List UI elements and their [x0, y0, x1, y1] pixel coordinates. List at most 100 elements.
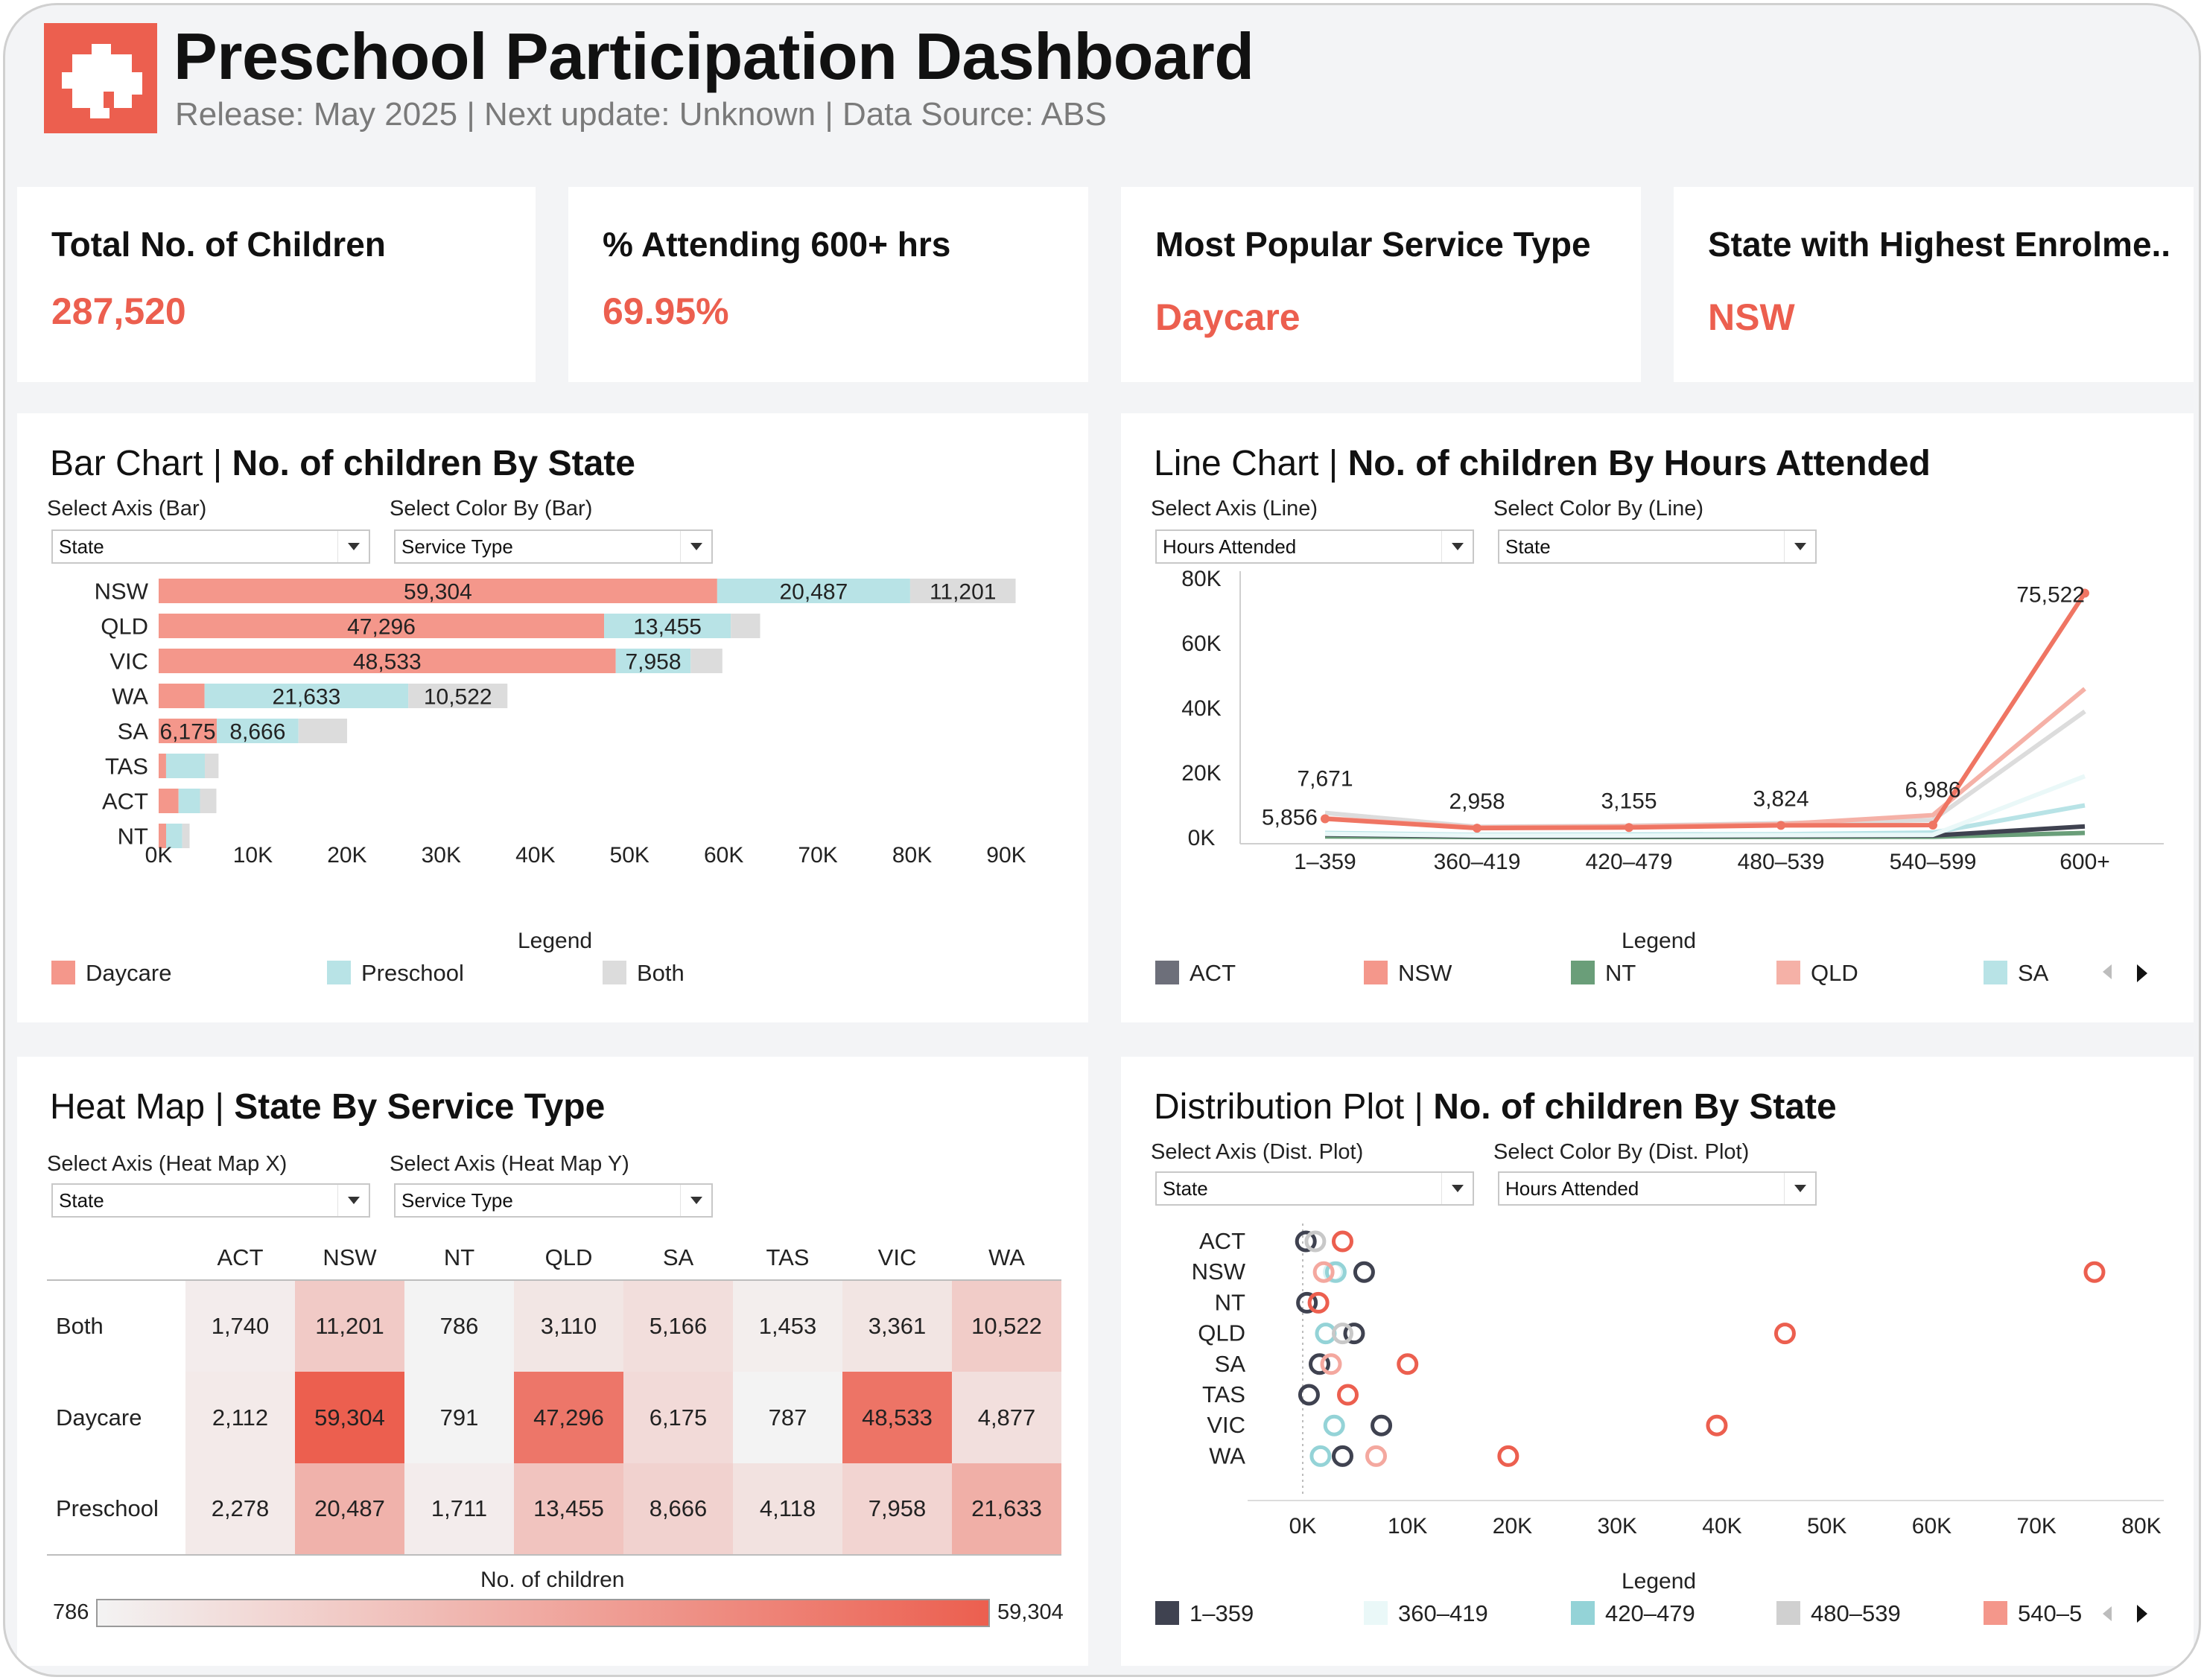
- legend-swatch: [1984, 961, 2007, 984]
- line-point-label: 5,856: [1262, 806, 1318, 830]
- heat-map-cell[interactable]: 787: [733, 1372, 842, 1463]
- heat-map-cell[interactable]: 10,522: [952, 1280, 1061, 1372]
- heat-map-cell[interactable]: 1,711: [404, 1463, 514, 1555]
- dist-axis-dropdown[interactable]: State: [1155, 1171, 1474, 1206]
- legend-next-icon[interactable]: [2137, 1605, 2147, 1623]
- legend-item-sa[interactable]: SA: [1984, 960, 2048, 987]
- bar-axis-dropdown[interactable]: State: [51, 529, 370, 564]
- line-series-qld: [1324, 687, 2086, 830]
- line-y-tick: 60K: [1181, 631, 1221, 656]
- heat-map-cell[interactable]: 20,487: [295, 1463, 404, 1555]
- heat-y-dropdown[interactable]: Service Type: [394, 1183, 713, 1218]
- dist-x-tick: 80K: [2121, 1514, 2161, 1538]
- legend-item-480-539[interactable]: 480–539: [1776, 1600, 1901, 1627]
- heat-map-cell[interactable]: 5,166: [623, 1280, 733, 1372]
- dist-category-label: QLD: [1198, 1320, 1245, 1346]
- heat-map-cell[interactable]: 59,304: [295, 1372, 404, 1463]
- legend-swatch: [51, 961, 75, 984]
- legend-item-preschool[interactable]: Preschool: [327, 960, 464, 987]
- heat-map-cell[interactable]: 1,740: [185, 1280, 295, 1372]
- chevron-down-icon: [1784, 1173, 1815, 1204]
- bar-category-label: VIC: [109, 649, 148, 675]
- dist-point: [1320, 1353, 1342, 1375]
- dist-point: [1304, 1230, 1327, 1253]
- dist-point: [1324, 1261, 1347, 1283]
- line-point-nsw: [1321, 814, 1330, 824]
- dist-x-tick: 0K: [1289, 1514, 1317, 1538]
- line-point-label: 75,522: [2016, 582, 2085, 607]
- heat-map-cell[interactable]: 48,533: [842, 1372, 952, 1463]
- bar-segment-preschool: [604, 614, 731, 638]
- bar-segment-preschool: [217, 719, 299, 743]
- distribution-plot-panel: Distribution Plot | No. of children By S…: [1121, 1057, 2194, 1666]
- line-point-label: 3,155: [1601, 789, 1657, 813]
- bar-segment-preschool: [717, 579, 910, 603]
- heat-map-cell[interactable]: 6,175: [623, 1372, 733, 1463]
- heat-map-cell[interactable]: 791: [404, 1372, 514, 1463]
- legend-item-nsw[interactable]: NSW: [1364, 960, 1452, 987]
- legend-prev-icon[interactable]: [2103, 964, 2112, 979]
- heat-y-label: Select Axis (Heat Map Y): [390, 1152, 629, 1176]
- heat-map-cell[interactable]: 7,958: [842, 1463, 952, 1555]
- line-x-tick: 420–479: [1586, 850, 1673, 874]
- bar-category-label: ACT: [102, 789, 148, 815]
- bar-segment-preschool: [204, 684, 409, 708]
- line-chart-title: Line Chart | No. of children By Hours At…: [1154, 444, 1931, 483]
- heat-x-dropdown[interactable]: State: [51, 1183, 370, 1218]
- bar-data-label: 13,455: [633, 615, 702, 640]
- page-title: Preschool Participation Dashboard: [174, 19, 1254, 93]
- bar-segment-both: [298, 719, 347, 743]
- heat-map-cell[interactable]: 8,666: [623, 1463, 733, 1555]
- dist-point: [1397, 1353, 1419, 1375]
- bar-segment-preschool: [615, 649, 691, 673]
- bar-category-label: NT: [118, 824, 148, 850]
- line-point-nsw: [1776, 821, 1785, 830]
- line-color-dropdown[interactable]: State: [1498, 529, 1817, 564]
- bar-x-tick: 50K: [610, 843, 650, 868]
- heat-map-row: Daycare 2,112 59,304 791 47,296 6,175 787 48,53…: [47, 1372, 1061, 1463]
- page-subtitle: Release: May 2025 | Next update: Unknown…: [175, 96, 1107, 133]
- bar-category-label: TAS: [105, 754, 148, 780]
- bar-segment-daycare: [159, 719, 217, 743]
- legend-item-nt[interactable]: NT: [1571, 960, 1636, 987]
- legend-swatch: [327, 961, 351, 984]
- legend-item-360-419[interactable]: 360–419: [1364, 1600, 1488, 1627]
- bar-category-label: SA: [118, 719, 149, 745]
- legend-item-act[interactable]: ACT: [1155, 960, 1236, 987]
- chevron-down-icon: [680, 1185, 711, 1216]
- heat-map-cell[interactable]: 3,110: [514, 1280, 623, 1372]
- heat-map-cell[interactable]: 4,118: [733, 1463, 842, 1555]
- heat-map-cell[interactable]: 21,633: [952, 1463, 1061, 1555]
- legend-item-1-359[interactable]: 1–359: [1155, 1600, 1254, 1627]
- dist-point: [1337, 1384, 1359, 1406]
- legend-item-420-479[interactable]: 420–479: [1571, 1600, 1695, 1627]
- heat-map-cell[interactable]: 3,361: [842, 1280, 952, 1372]
- heat-map-cell[interactable]: 1,453: [733, 1280, 842, 1372]
- heat-map-cell[interactable]: 4,877: [952, 1372, 1061, 1463]
- line-chart: 0K 20K 40K 60K 80K 1–359 360–419 420–479 480–539…: [1181, 567, 2164, 874]
- dist-x-tick: 50K: [1807, 1514, 1846, 1538]
- legend-swatch: [1155, 1601, 1179, 1625]
- bar-category-label: NSW: [95, 579, 149, 605]
- heat-map-cell[interactable]: 2,112: [185, 1372, 295, 1463]
- line-axis-dropdown[interactable]: Hours Attended: [1155, 529, 1474, 564]
- heat-map-cell[interactable]: 786: [404, 1280, 514, 1372]
- legend-item-qld[interactable]: QLD: [1776, 960, 1858, 987]
- legend-item-daycare[interactable]: Daycare: [51, 960, 171, 987]
- heat-map-cell[interactable]: 11,201: [295, 1280, 404, 1372]
- legend-prev-icon[interactable]: [2103, 1606, 2112, 1621]
- distribution-plot: ACT NSW NT QLD SA TAS VIC WA 0K 10K 20K 30K 40K 50K 60…: [1192, 1224, 2164, 1538]
- heat-scale-min: 786: [53, 1600, 89, 1624]
- bar-data-label: 6,175: [160, 720, 216, 745]
- dist-category-label: NSW: [1192, 1259, 1246, 1285]
- dist-color-dropdown[interactable]: Hours Attended: [1498, 1171, 1817, 1206]
- heat-map-cell[interactable]: 2,278: [185, 1463, 295, 1555]
- line-point-label: 7,671: [1297, 767, 1353, 792]
- legend-item-540-599[interactable]: 540–5: [1984, 1600, 2082, 1627]
- bar-color-dropdown[interactable]: Service Type: [394, 529, 713, 564]
- heat-map-corner: [47, 1235, 185, 1280]
- legend-item-both[interactable]: Both: [603, 960, 685, 987]
- legend-next-icon[interactable]: [2137, 964, 2147, 982]
- heat-map-cell[interactable]: 13,455: [514, 1463, 623, 1555]
- heat-map-cell[interactable]: 47,296: [514, 1372, 623, 1463]
